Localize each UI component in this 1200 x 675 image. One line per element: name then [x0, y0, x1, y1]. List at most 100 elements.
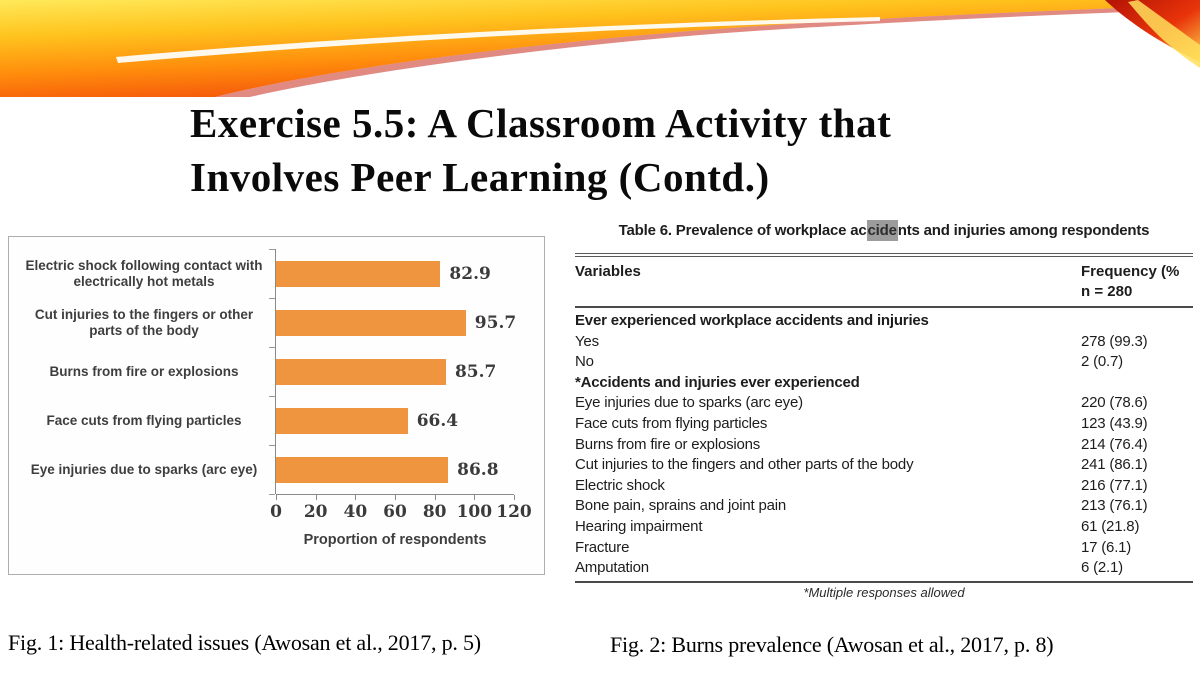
table-header-frequency: Frequency (% n = 280 [1081, 263, 1180, 300]
bar-cell: 85.7 [269, 347, 544, 397]
bar [276, 358, 446, 385]
figure2-caption: Fig. 2: Burns prevalence (Awosan et al.,… [610, 632, 1054, 657]
bar-category-label: Cut injuries to the fingers or other par… [34, 306, 254, 338]
x-axis-tick [315, 495, 317, 500]
bar-category-label: Eye injuries due to sparks (arc eye) [30, 461, 258, 477]
table-title: Table 6. Prevalence of workplace acciden… [575, 220, 1193, 241]
table-row: Fracture 17 (6.1) [575, 538, 1193, 559]
slide-title-line1: Exercise 5.5: A Classroom Activity that [190, 100, 892, 146]
x-axis-tick-label: 20 [303, 502, 328, 522]
table-row-value: 241 (86.1) [1081, 456, 1148, 474]
table-row: Yes 278 (99.3) [575, 332, 1193, 353]
x-axis-tick-label: 40 [343, 502, 368, 522]
bar-cell: 86.8 [269, 445, 544, 495]
table-row-label: Face cuts from flying particles [575, 414, 768, 432]
table-row-value: 278 (99.3) [1081, 332, 1148, 350]
bar-value-label: 85.7 [454, 361, 497, 382]
table-row-label: Hearing impairment [575, 517, 703, 535]
table-row-value: 216 (77.1) [1081, 476, 1148, 494]
table-row: Eye injuries due to sparks (arc eye) 220 … [575, 393, 1193, 414]
table-row-value: 220 (78.6) [1081, 394, 1148, 412]
chart-x-axis [276, 494, 515, 500]
table-header-rule [575, 306, 1193, 308]
bar [276, 407, 408, 434]
table-body: Ever experienced workplace accidents and… [575, 311, 1193, 579]
bar-value-label: 95.7 [474, 312, 517, 333]
bar-cell: 82.9 [269, 248, 544, 299]
chart-row: Electric shock following contact with el… [9, 248, 544, 299]
figure1-caption: Fig. 1: Health-related issues (Awosan et… [8, 630, 481, 655]
table-row-value: 6 (2.1) [1081, 559, 1123, 577]
table-row-label: Ever experienced workplace accidents and… [575, 312, 929, 329]
table-top-rule [575, 253, 1193, 257]
bar-category-label: Burns from fire or explosions [49, 363, 239, 379]
header-wave-decoration [0, 0, 1200, 97]
x-axis-tick [395, 495, 396, 500]
x-axis-tick [355, 495, 357, 500]
bar [276, 456, 449, 483]
slide-title-line2: Involves Peer Learning (Contd.) [190, 154, 770, 200]
table-row-value [1081, 311, 1193, 332]
table-row-value: 61 (21.8) [1081, 517, 1140, 535]
table-row-value: 214 (76.4) [1081, 435, 1148, 453]
table-row-label: Eye injuries due to sparks (arc eye) [575, 394, 803, 412]
table-row-label: Bone pain, sprains and joint pain [575, 497, 787, 515]
table-header-variables: Variables [575, 263, 641, 280]
chart-row: Burns from fire or explosions 85.7 [9, 347, 544, 397]
chart-row: Cut injuries to the fingers or other par… [9, 298, 544, 348]
table-row: *Accidents and injuries ever experienced [575, 373, 1193, 394]
table-row: Bone pain, sprains and joint pain 213 (76… [575, 496, 1193, 517]
table-row-value: 123 (43.9) [1081, 414, 1148, 432]
x-axis-tick-label: 120 [496, 502, 532, 522]
table-row: No 2 (0.7) [575, 352, 1193, 373]
table-row-value: 2 (0.7) [1081, 353, 1123, 371]
table-row: Ever experienced workplace accidents and… [575, 311, 1193, 332]
table-row-label: Yes [575, 332, 599, 350]
table-row-label: Amputation [575, 559, 649, 577]
table-row-label: Burns from fire or explosions [575, 435, 761, 453]
table-row-value: 17 (6.1) [1081, 538, 1132, 556]
chart-rows: Electric shock following contact with el… [9, 248, 544, 495]
x-axis-tick-label: 80 [422, 502, 447, 522]
table-row: Hearing impairment 61 (21.8) [575, 517, 1193, 538]
bar [276, 309, 466, 336]
table-title-pre: Table 6. Prevalence of workplace ac [618, 222, 867, 239]
x-axis-tick [514, 495, 515, 500]
table-row-label: No [575, 353, 594, 371]
x-axis-tick [434, 495, 436, 500]
table-title-highlight: cide [866, 220, 898, 241]
table-footnote: *Multiple responses allowed [803, 584, 965, 600]
bar-category-label: Electric shock following contact with el… [25, 257, 263, 289]
table-bottom-rule [575, 580, 1193, 583]
table-row-value: 213 (76.1) [1081, 497, 1148, 515]
chart-x-ticklabels: 0 20 40 60 80 100 120 [270, 502, 532, 526]
table-row: Electric shock 216 (77.1) [575, 476, 1193, 497]
bar [276, 260, 441, 287]
table-row: Face cuts from flying particles 123 (43.9… [575, 414, 1193, 435]
slide-title: Exercise 5.5: A Classroom Activity that … [190, 96, 1070, 204]
bar-cell: 95.7 [269, 298, 544, 348]
table-row-value [1081, 373, 1193, 394]
table-row-label: Cut injuries to the fingers and other pa… [575, 456, 914, 474]
bar-value-label: 86.8 [457, 459, 499, 480]
x-axis-tick-label: 60 [383, 502, 407, 522]
table-row-label: Electric shock [575, 476, 665, 494]
table-row: Amputation 6 (2.1) [575, 558, 1193, 579]
table-row-label: *Accidents and injuries ever experienced [575, 373, 860, 391]
bar-value-label: 82.9 [449, 263, 491, 284]
table-row: Cut injuries to the fingers and other pa… [575, 455, 1193, 476]
table-title-post: nts and injuries among respondents [897, 222, 1150, 239]
chart-row: Eye injuries due to sparks (arc eye) 86.8 [9, 445, 544, 495]
table-header-row: Variables Frequency (% n = 280 [575, 257, 1193, 306]
chart-row: Face cuts from flying particles 66.4 [9, 396, 544, 446]
x-axis-tick-label: 100 [456, 502, 493, 522]
bar-category-label: Face cuts from flying particles [46, 412, 242, 428]
table-row-label: Fracture [575, 538, 630, 556]
x-axis-tick [276, 495, 277, 500]
figure2-table: Table 6. Prevalence of workplace acciden… [575, 220, 1193, 600]
bar-cell: 66.4 [269, 396, 544, 446]
chart-x-axis-title: Proportion of respondents [303, 532, 487, 548]
x-axis-tick [474, 495, 476, 500]
x-axis-tick-label: 0 [270, 502, 282, 522]
table-row: Burns from fire or explosions 214 (76.4) [575, 435, 1193, 456]
